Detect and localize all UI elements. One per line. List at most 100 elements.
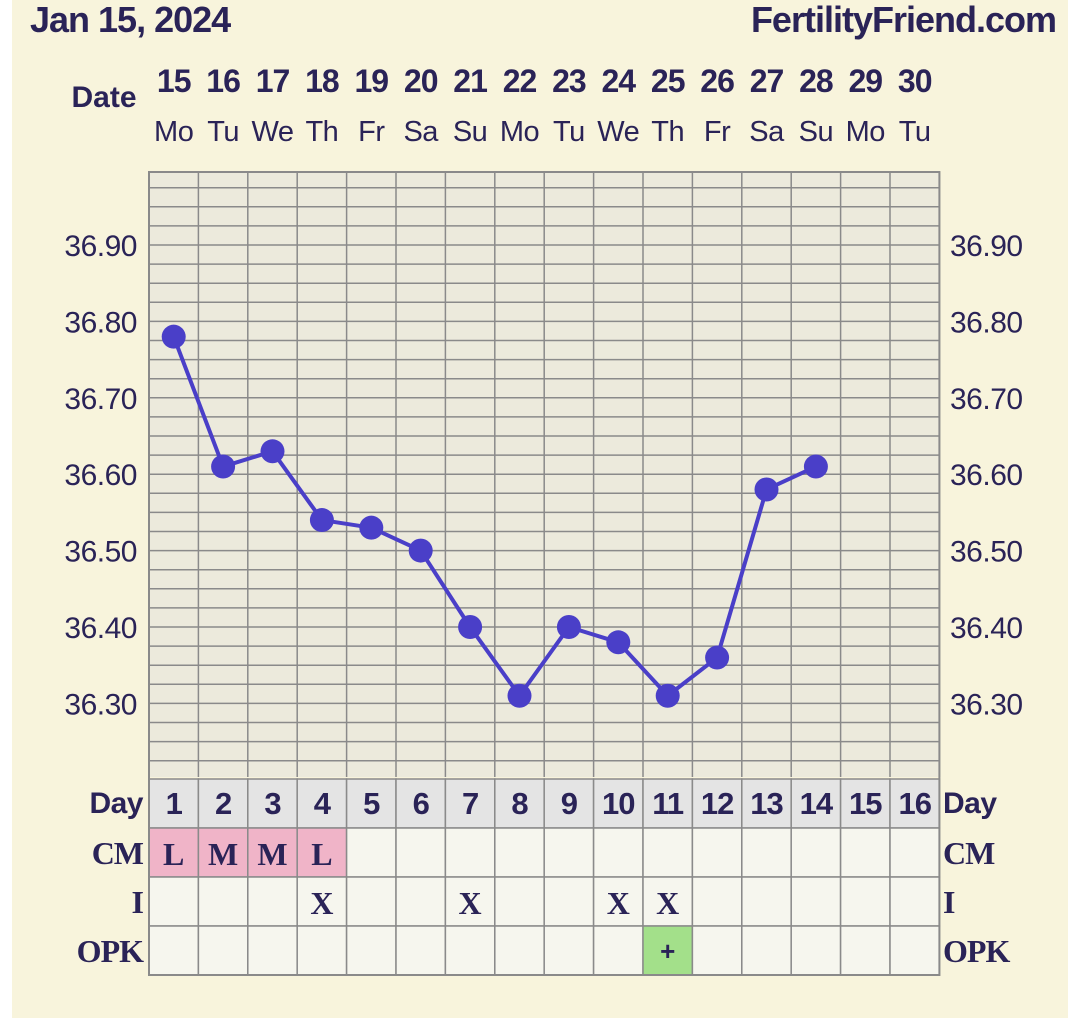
cm-cell	[345, 827, 397, 878]
i-cell	[790, 876, 842, 927]
date-label: 20	[404, 63, 438, 99]
chart-svg: Jan 15, 2024 FertilityFriend.com 36.90 36…	[30, 0, 1057, 976]
opk-cell	[592, 925, 644, 976]
chart-border	[148, 171, 941, 976]
opk-cell	[395, 925, 447, 976]
day-cell	[296, 778, 348, 829]
day-cell	[197, 778, 249, 829]
date-label: 16	[206, 63, 240, 99]
opk-cell	[741, 925, 792, 976]
opk-cell	[494, 925, 545, 976]
cycle-day-label: 16	[898, 786, 931, 821]
row-label-left: Day	[89, 787, 143, 820]
temperature-point	[211, 454, 236, 479]
cm-cell	[395, 827, 447, 878]
weekday-label: We	[597, 116, 639, 148]
temperature-point	[359, 515, 384, 540]
cycle-day-label: 2	[215, 786, 231, 821]
intercourse-mark: X	[656, 885, 679, 921]
y-tick-left: 36.30	[64, 688, 137, 721]
i-cell	[197, 876, 249, 927]
date-label: 19	[355, 63, 389, 99]
temperature-point	[803, 454, 828, 479]
weekday-label: Su	[799, 116, 833, 148]
y-tick-left: 36.70	[64, 383, 137, 416]
date-label: 30	[898, 63, 932, 99]
fertility-chart: Jan 15, 2024 FertilityFriend.com 36.90 36…	[12, 0, 1068, 1018]
y-tick-right: 36.50	[950, 536, 1023, 569]
cm-cell	[494, 827, 545, 878]
weekday-label: Tu	[553, 116, 585, 148]
opk-cell	[197, 925, 249, 976]
i-cell	[691, 876, 743, 927]
temperature-point	[655, 683, 680, 708]
weekday-label: Su	[453, 116, 487, 148]
weekday-label: Th	[651, 116, 684, 148]
y-tick-right: 36.30	[950, 688, 1023, 721]
cycle-day-label: 10	[602, 786, 634, 821]
i-cell	[642, 876, 694, 927]
weekday-label: Mo	[846, 116, 885, 148]
day-cell	[345, 778, 397, 829]
cm-cell	[839, 827, 891, 878]
cycle-day-label: 13	[750, 786, 783, 821]
weekday-label: Fr	[358, 116, 385, 148]
intercourse-mark: X	[459, 885, 482, 921]
date-label: 29	[849, 63, 883, 99]
cycle-day-label: 15	[849, 786, 882, 821]
opk-result: +	[660, 936, 675, 966]
cm-value: M	[208, 836, 238, 872]
temperature-point	[408, 538, 433, 563]
date-label: 28	[799, 63, 833, 99]
temperature-point	[161, 324, 186, 349]
chart-date: Jan 15, 2024	[30, 0, 231, 40]
cm-cell	[889, 827, 941, 878]
i-cell	[889, 876, 941, 927]
cycle-day-label: 5	[363, 786, 380, 821]
y-tick-right: 36.60	[950, 459, 1023, 492]
day-cell	[494, 778, 545, 829]
cycle-day-label: 8	[511, 786, 528, 821]
row-label-right: I	[943, 884, 955, 920]
opk-cell	[296, 925, 348, 976]
cm-cell	[592, 827, 644, 878]
weekday-label: Mo	[500, 116, 539, 148]
opk-cell	[543, 925, 595, 976]
temperature-point	[556, 615, 581, 639]
day-cell	[642, 778, 694, 829]
row-label-left: OPK	[77, 933, 144, 969]
cycle-day-label: 7	[462, 786, 478, 821]
y-tick-left: 36.40	[64, 612, 137, 645]
temperature-point	[309, 508, 334, 533]
cm-value: L	[163, 836, 184, 872]
opk-cell	[345, 925, 397, 976]
date-row-label: Date	[71, 81, 136, 114]
cm-value: L	[311, 836, 332, 872]
date-label: 22	[503, 63, 537, 99]
temperature-point	[754, 477, 779, 502]
i-cell	[345, 876, 397, 927]
cm-cell	[642, 827, 694, 878]
date-label: 23	[552, 63, 586, 99]
row-label-right: CM	[943, 835, 995, 871]
weekday-label: Th	[305, 116, 338, 148]
weekday-label: Tu	[207, 116, 239, 148]
i-cell	[148, 876, 200, 927]
i-cell	[395, 876, 447, 927]
temperature-point	[606, 630, 631, 655]
i-cell	[543, 876, 595, 927]
y-tick-left: 36.80	[64, 306, 137, 339]
date-label: 18	[305, 63, 339, 99]
cycle-day-label: 6	[413, 786, 430, 821]
cycle-day-label: 4	[314, 786, 332, 821]
date-label: 25	[651, 63, 685, 99]
cm-cell	[741, 827, 792, 878]
site-name: FertilityFriend.com	[751, 0, 1056, 40]
date-label: 26	[700, 63, 734, 99]
weekday-label: Tu	[899, 116, 931, 148]
cm-cell	[790, 827, 842, 878]
weekday-label: Sa	[403, 116, 439, 148]
intercourse-mark: X	[310, 885, 333, 921]
opk-cell	[444, 925, 496, 976]
opk-cell	[889, 925, 941, 976]
